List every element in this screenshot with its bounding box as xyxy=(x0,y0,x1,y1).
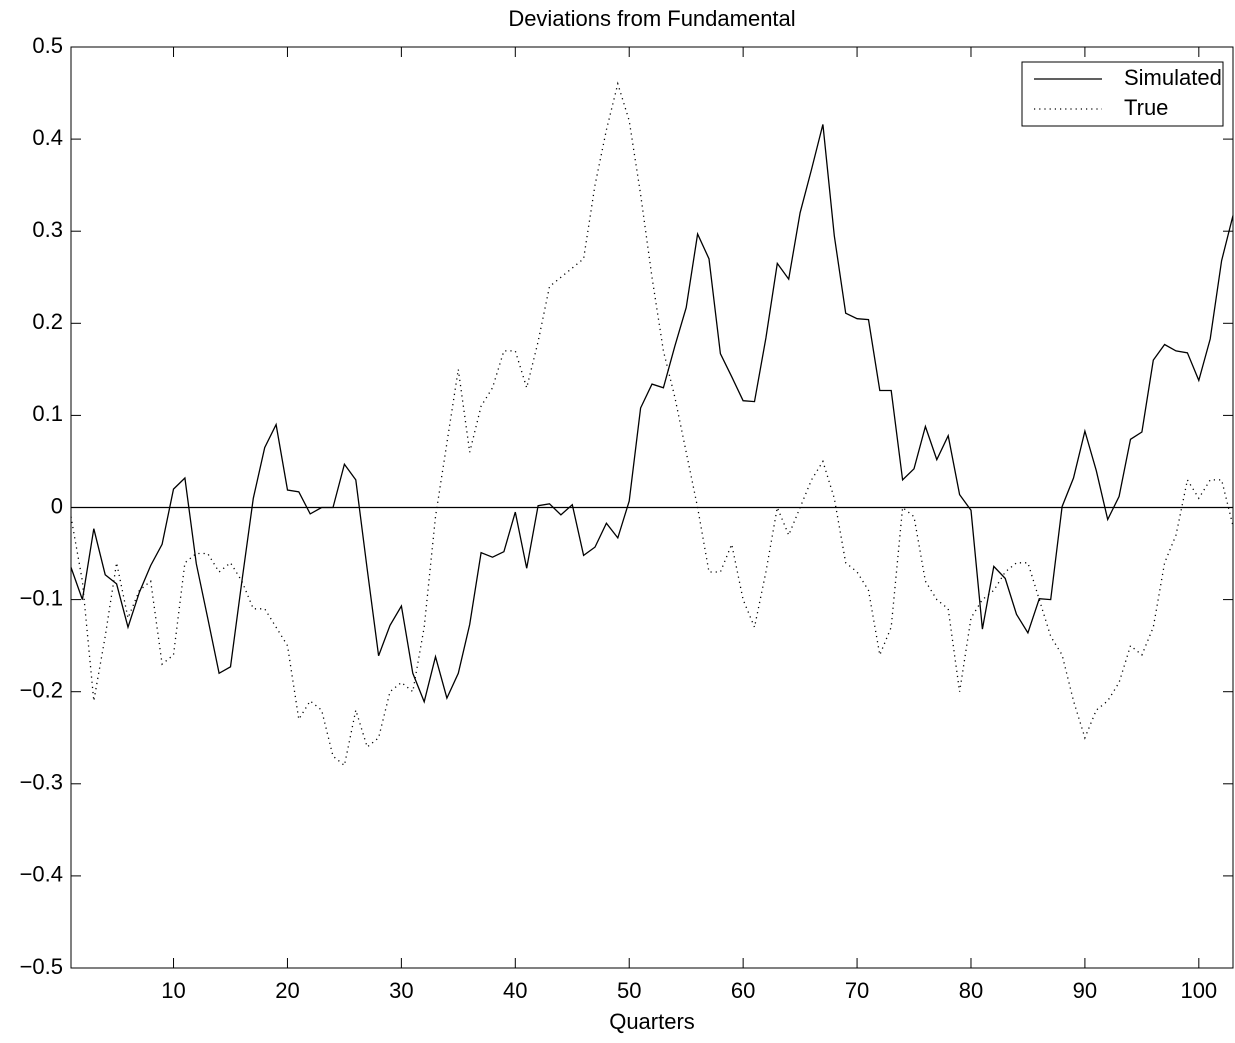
y-tick-label: −0.5 xyxy=(20,954,63,979)
x-tick-label: 90 xyxy=(1073,978,1097,1003)
series-line xyxy=(70,124,1234,704)
legend-label: True xyxy=(1124,95,1168,120)
y-tick-label: −0.4 xyxy=(20,862,63,887)
legend-box xyxy=(1021,61,1224,127)
x-axis-label: Quarters xyxy=(609,1009,695,1034)
y-tick-label: 0.5 xyxy=(32,33,63,58)
y-tick-label: 0.4 xyxy=(32,125,63,150)
x-tick-label: 20 xyxy=(275,978,299,1003)
y-tick-label: 0.2 xyxy=(32,309,63,334)
y-tick-label: −0.3 xyxy=(20,770,63,795)
y-tick-label: 0.1 xyxy=(32,401,63,426)
x-tick-label: 70 xyxy=(845,978,869,1003)
chart-title: Deviations from Fundamental xyxy=(508,6,795,31)
y-tick-label: −0.1 xyxy=(20,585,63,610)
y-tick-label: 0.3 xyxy=(32,217,63,242)
x-tick-label: 30 xyxy=(389,978,413,1003)
x-tick-label: 60 xyxy=(731,978,755,1003)
x-tick-label: 80 xyxy=(959,978,983,1003)
y-tick-label: 0 xyxy=(51,493,63,518)
x-tick-label: 10 xyxy=(161,978,185,1003)
legend-label: Simulated xyxy=(1124,65,1222,90)
x-tick-label: 50 xyxy=(617,978,641,1003)
x-tick-label: 40 xyxy=(503,978,527,1003)
y-tick-label: −0.2 xyxy=(20,678,63,703)
x-tick-label: 100 xyxy=(1180,978,1217,1003)
series-line xyxy=(70,81,1234,767)
